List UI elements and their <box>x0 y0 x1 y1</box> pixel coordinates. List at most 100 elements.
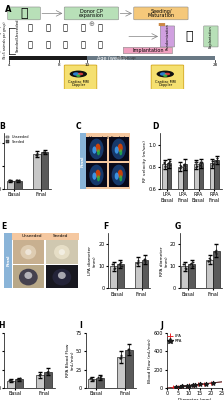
Point <box>16 178 20 184</box>
Point <box>7 377 11 383</box>
FancyBboxPatch shape <box>123 47 172 54</box>
Text: A: A <box>4 5 11 14</box>
Point <box>164 163 167 169</box>
Point <box>215 157 219 163</box>
Bar <box>167 163 171 256</box>
Y-axis label: Blood Flow (mL/min): Blood Flow (mL/min) <box>149 338 153 382</box>
Point <box>190 260 193 266</box>
Bar <box>15 379 23 388</box>
Point <box>162 159 165 166</box>
Bar <box>41 152 48 189</box>
Point <box>37 372 41 378</box>
Point <box>90 375 93 381</box>
Point <box>136 257 140 264</box>
Point <box>18 376 21 383</box>
Point <box>191 382 195 388</box>
Point <box>194 159 197 166</box>
Text: Doppler: Doppler <box>71 83 85 87</box>
Text: 8: 8 <box>58 63 60 67</box>
Point <box>43 150 46 156</box>
Point <box>185 383 188 389</box>
Bar <box>162 164 167 256</box>
Ellipse shape <box>157 70 174 78</box>
Point <box>191 382 195 388</box>
Point <box>142 257 146 264</box>
Point <box>208 256 211 262</box>
Point <box>183 160 187 167</box>
Text: 🐷: 🐷 <box>80 40 85 50</box>
Text: Explantation: Explantation <box>209 25 213 48</box>
Point <box>178 165 181 171</box>
Bar <box>86 163 107 187</box>
Ellipse shape <box>165 73 170 75</box>
Point <box>119 258 123 265</box>
Text: Seeding/: Seeding/ <box>150 9 172 14</box>
Text: F: F <box>103 222 108 230</box>
Point <box>17 376 20 382</box>
FancyBboxPatch shape <box>134 7 188 20</box>
Bar <box>117 264 124 288</box>
Point <box>10 378 14 384</box>
Text: C: C <box>76 122 81 131</box>
Point <box>14 177 18 184</box>
Text: J: J <box>160 321 163 330</box>
Point <box>17 177 20 183</box>
Text: Unseeded: Unseeded <box>15 18 19 38</box>
Point <box>10 178 13 184</box>
Point <box>163 163 167 170</box>
Point <box>35 150 39 156</box>
Point <box>179 163 182 170</box>
Point <box>127 348 131 355</box>
Point <box>178 384 182 390</box>
Point <box>38 372 41 379</box>
Point <box>207 258 211 264</box>
Point <box>118 260 122 266</box>
Point <box>179 165 182 171</box>
Ellipse shape <box>73 72 80 76</box>
Point <box>8 177 12 183</box>
Bar <box>88 379 96 388</box>
Point <box>112 265 116 271</box>
Point <box>211 162 214 168</box>
Point <box>214 158 218 164</box>
Text: 🐷: 🐷 <box>80 23 85 32</box>
Text: 10: 10 <box>84 63 90 67</box>
Point <box>43 150 47 156</box>
Bar <box>46 240 78 264</box>
Text: expansion: expansion <box>79 14 104 18</box>
Text: Cardiac MRI: Cardiac MRI <box>68 80 89 84</box>
Point <box>168 162 172 168</box>
Point <box>15 376 19 382</box>
Point <box>187 382 190 389</box>
Ellipse shape <box>97 149 100 155</box>
Point <box>92 377 95 383</box>
Point <box>9 377 12 383</box>
Ellipse shape <box>78 73 83 75</box>
Point <box>202 381 206 387</box>
Point <box>35 151 39 157</box>
Point <box>16 177 19 184</box>
Ellipse shape <box>119 149 122 155</box>
Point <box>213 248 217 255</box>
Text: 4: 4 <box>8 63 10 67</box>
Ellipse shape <box>112 138 126 159</box>
Point <box>38 370 42 377</box>
Point <box>119 355 123 362</box>
Point <box>126 346 130 352</box>
Point <box>9 178 13 184</box>
Ellipse shape <box>54 245 70 259</box>
Point <box>127 346 131 352</box>
Ellipse shape <box>92 146 97 154</box>
Text: Final: Final <box>81 156 85 167</box>
Point <box>184 266 187 272</box>
Bar <box>7 381 15 388</box>
Ellipse shape <box>89 138 103 159</box>
Bar <box>6 180 14 189</box>
Bar <box>199 163 203 256</box>
Text: H: H <box>0 321 5 330</box>
Ellipse shape <box>89 165 103 186</box>
Point <box>118 355 121 362</box>
Bar <box>215 160 219 256</box>
Bar <box>33 154 41 189</box>
Point <box>205 380 208 387</box>
